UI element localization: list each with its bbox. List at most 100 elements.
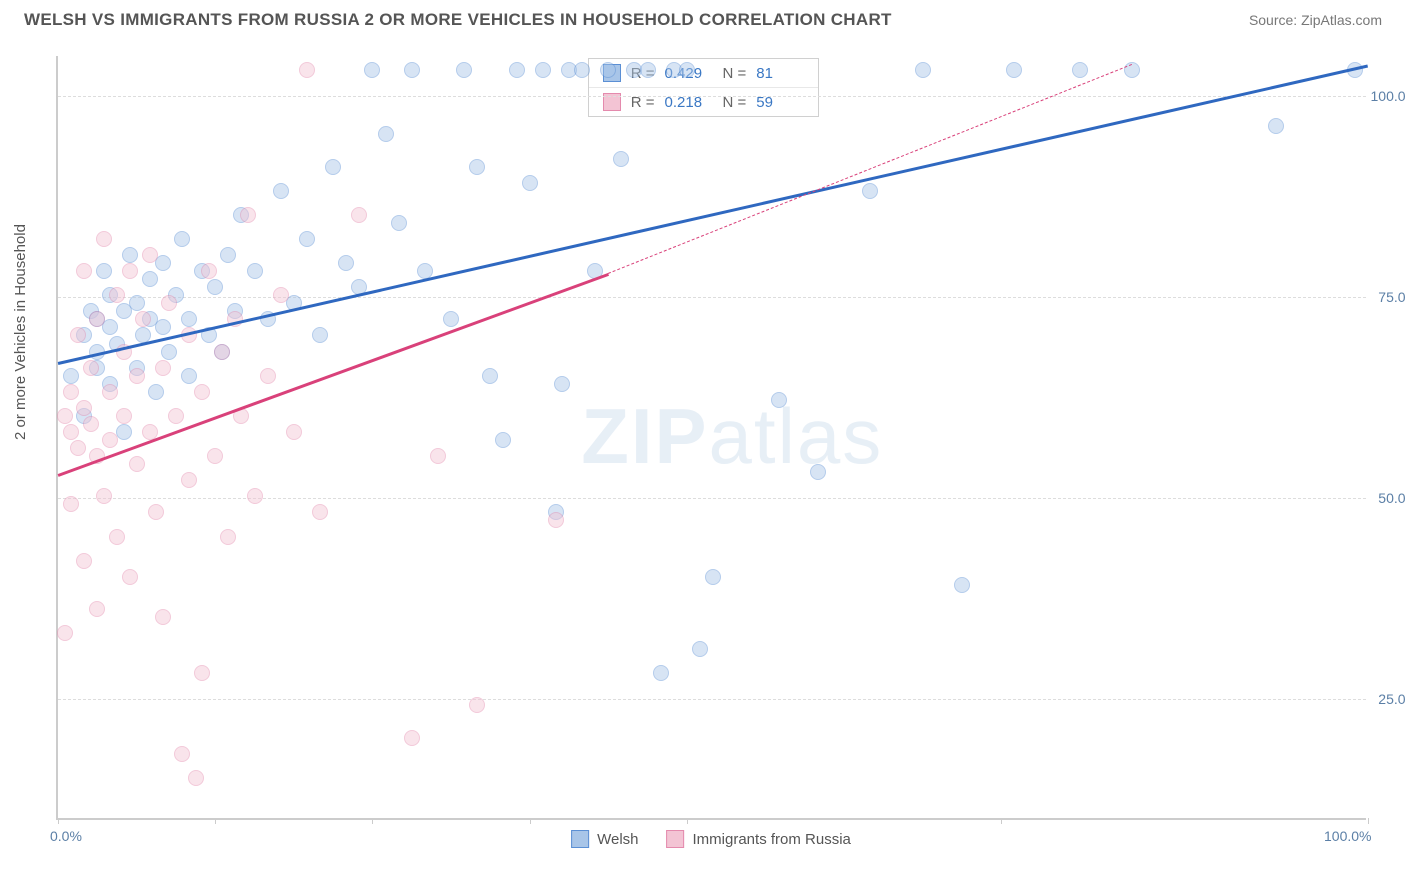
data-point [482,368,498,384]
data-point [194,665,210,681]
data-point [122,263,138,279]
data-point [76,263,92,279]
data-point [548,512,564,528]
data-point [771,392,787,408]
data-point [76,400,92,416]
data-point [391,215,407,231]
gridline [58,96,1366,97]
data-point [705,569,721,585]
data-point [76,553,92,569]
legend-label: Welsh [597,831,638,848]
data-point [862,183,878,199]
data-point [181,311,197,327]
data-point [915,62,931,78]
data-point [247,263,263,279]
data-point [83,360,99,376]
legend-item: Welsh [571,830,638,848]
source-label: Source: ZipAtlas.com [1249,12,1382,28]
stat-n-label: N = [723,65,747,82]
data-point [102,384,118,400]
data-point [469,697,485,713]
data-point [194,384,210,400]
data-point [142,247,158,263]
data-point [1006,62,1022,78]
legend-stats-row: R =0.218N =59 [589,87,819,116]
y-tick-label: 50.0% [1378,490,1406,506]
data-point [89,601,105,617]
data-point [469,159,485,175]
data-point [181,368,197,384]
x-tick [530,818,531,824]
data-point [613,151,629,167]
chart-title: WELSH VS IMMIGRANTS FROM RUSSIA 2 OR MOR… [24,10,892,30]
data-point [207,279,223,295]
data-point [122,569,138,585]
gridline [58,699,1366,700]
data-point [378,126,394,142]
data-point [135,311,151,327]
data-point [155,360,171,376]
data-point [188,770,204,786]
data-point [181,472,197,488]
data-point [535,62,551,78]
data-point [83,416,99,432]
data-point [96,231,112,247]
data-point [554,376,570,392]
data-point [443,311,459,327]
x-tick-label: 100.0% [1324,828,1371,844]
x-tick [1001,818,1002,824]
data-point [102,432,118,448]
data-point [299,231,315,247]
data-point [116,408,132,424]
data-point [312,504,328,520]
data-point [273,183,289,199]
data-point [430,448,446,464]
data-point [161,295,177,311]
data-point [312,327,328,343]
data-point [57,408,73,424]
data-point [155,609,171,625]
data-point [57,625,73,641]
data-point [653,665,669,681]
data-point [63,424,79,440]
watermark: ZIPatlas [581,391,883,482]
data-point [214,344,230,360]
y-axis-label: 2 or more Vehicles in Household [12,224,29,440]
x-tick [687,818,688,824]
data-point [954,577,970,593]
data-point [70,327,86,343]
data-point [129,368,145,384]
data-point [220,247,236,263]
data-point [96,488,112,504]
gridline [58,297,1366,298]
data-point [155,319,171,335]
y-tick-label: 25.0% [1378,691,1406,707]
chart-area: ZIPatlas R =0.429N =81R =0.218N =59 25.0… [56,56,1366,820]
data-point [201,263,217,279]
legend-swatch [667,830,685,848]
data-point [692,641,708,657]
x-tick [215,818,216,824]
x-tick [372,818,373,824]
data-point [325,159,341,175]
data-point [1268,118,1284,134]
data-point [247,488,263,504]
series-legend: Welsh Immigrants from Russia [571,830,851,848]
data-point [122,247,138,263]
data-point [168,408,184,424]
data-point [109,287,125,303]
data-point [679,62,695,78]
data-point [129,295,145,311]
data-point [96,263,112,279]
data-point [351,207,367,223]
data-point [338,255,354,271]
stat-n-value: 81 [756,65,804,82]
data-point [456,62,472,78]
data-point [286,424,302,440]
correlation-legend: R =0.429N =81R =0.218N =59 [588,58,820,117]
data-point [574,62,590,78]
data-point [148,384,164,400]
legend-swatch [571,830,589,848]
data-point [810,464,826,480]
legend-label: Immigrants from Russia [693,831,851,848]
